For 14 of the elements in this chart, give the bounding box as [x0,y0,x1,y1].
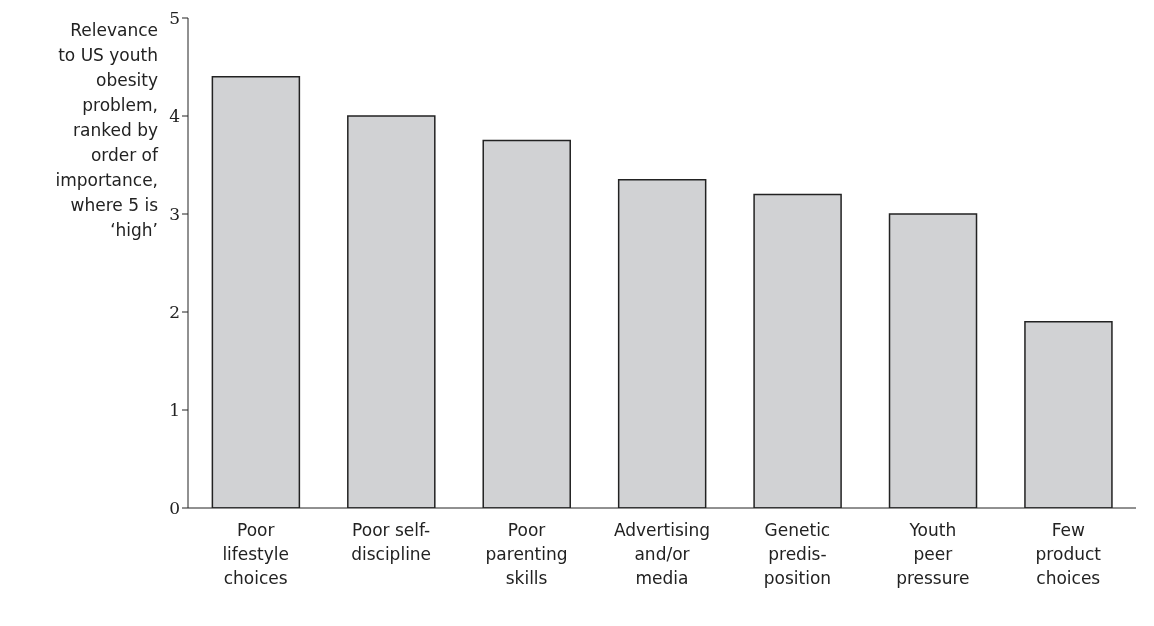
y-tick-label: 0 [169,498,180,519]
y-tick-label: 5 [169,8,180,29]
y-tick-label: 4 [169,106,180,127]
x-tick-label: Genetic predis-position [763,520,832,588]
text: Relevance to US youth obesity problem, ranked by order of importance, where 5 is ‘high’ [55,20,158,240]
x-tick-label: Poor parenting skills [485,520,568,588]
x-tick-label: Advertising and/or media [613,520,711,588]
y-tick-label: 1 [169,400,180,421]
x-tick-label: Poor lifestyle choices [222,520,290,588]
y-tick-label: 2 [169,302,180,323]
x-tick-label: Few product choices [1035,520,1102,588]
x-tick-label: Poor self-discipline [351,520,432,564]
x-tick-label: Youth peer pressure [896,520,970,588]
y-tick-label: 3 [169,204,180,225]
